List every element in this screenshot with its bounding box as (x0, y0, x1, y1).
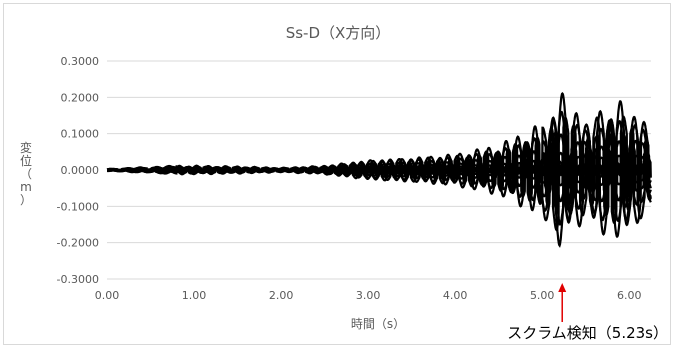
series-line (107, 109, 652, 248)
y-axis-label: 変位（ m） (20, 140, 32, 207)
chart-frame: Ss-D（X方向） 0.3000 0.2000 0.1000 0.0000 -0.100… (3, 3, 671, 345)
x-axis-ticks: 0.00 1.00 2.00 3.00 4.00 5.00 6.00 (95, 289, 642, 302)
y-label-char: 位 (20, 153, 32, 168)
x-tick-label: 3.00 (356, 289, 381, 302)
series-line (107, 161, 651, 178)
displacement-chart: Ss-D（X方向） 0.3000 0.2000 0.1000 0.0000 -0.100… (20, 24, 668, 342)
y-tick-label: 0.1000 (61, 128, 100, 141)
x-tick-label: 2.00 (269, 289, 294, 302)
y-label-char: m (20, 180, 32, 194)
y-tick-label: -0.1000 (57, 200, 99, 213)
scram-label: スクラム検知（5.23s） (507, 324, 668, 342)
x-tick-label: 1.00 (182, 289, 207, 302)
scram-arrow-head (558, 283, 567, 292)
x-tick-label: 4.00 (443, 289, 468, 302)
x-tick-label: 5.00 (530, 289, 555, 302)
x-tick-label: 6.00 (617, 289, 642, 302)
y-axis-ticks: 0.3000 0.2000 0.1000 0.0000 -0.1000 -0.2000 -0… (57, 55, 99, 286)
y-label-char: （ (20, 167, 32, 181)
scram-annotation: スクラム検知（5.23s） (507, 283, 668, 342)
y-tick-label: 0.2000 (61, 91, 100, 104)
chart-title: Ss-D（X方向） (286, 24, 391, 42)
y-label-char: ） (20, 193, 32, 207)
y-tick-label: -0.2000 (57, 237, 99, 250)
y-label-char: 変 (20, 140, 32, 155)
x-axis-label: 時間（s） (351, 317, 405, 331)
y-tick-label: -0.3000 (57, 273, 99, 286)
series-lines (106, 91, 652, 248)
x-tick-label: 0.00 (95, 289, 120, 302)
y-tick-label: 0.3000 (61, 55, 100, 68)
y-tick-label: 0.0000 (61, 164, 100, 177)
